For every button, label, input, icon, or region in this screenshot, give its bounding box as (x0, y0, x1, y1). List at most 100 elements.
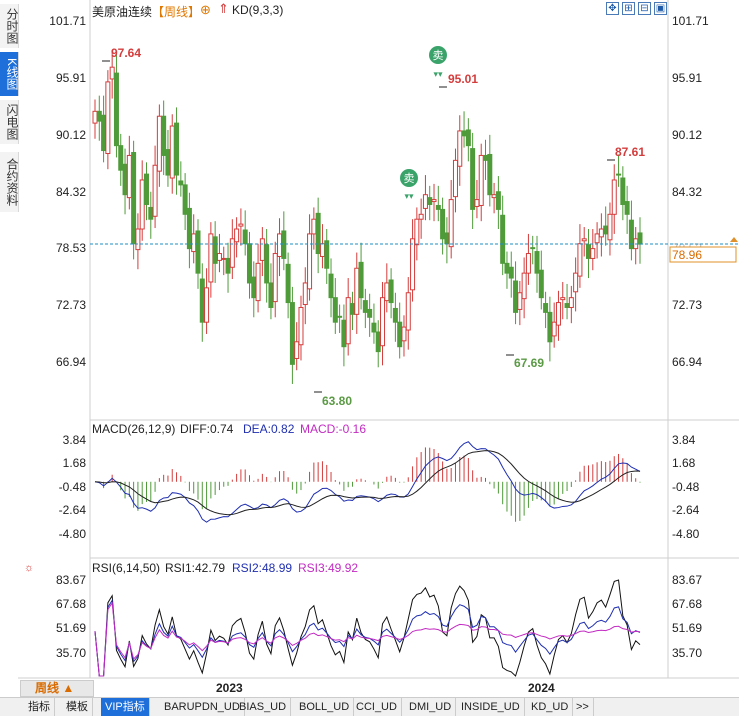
last-price-label: 78.96 (672, 248, 702, 262)
tab-inside[interactable]: INSIDE_UD (457, 698, 525, 716)
candle-body (122, 163, 128, 196)
candle-body (594, 233, 600, 244)
candle-body (551, 321, 557, 337)
candle-body (238, 223, 244, 227)
candle-body (586, 244, 592, 259)
candle-body (513, 280, 519, 313)
tab-vip-indicators[interactable]: VIP指标 (101, 698, 150, 716)
candle-body (375, 331, 381, 353)
period-tag[interactable]: 【周线】 (152, 5, 201, 19)
tab-barupdn[interactable]: BARUPDN_UD (160, 698, 245, 716)
candle-body (204, 287, 210, 323)
candle-body (174, 122, 180, 176)
candle-body (478, 154, 484, 206)
candle-body (268, 282, 274, 308)
candle-body (277, 233, 283, 257)
tab-indicators[interactable]: 指标 (24, 698, 55, 716)
tab-flash[interactable]: 闪电图 (0, 100, 19, 144)
rsi-y-axis: 83.67 67.68 51.69 35.70 83.67 67.68 51.6… (56, 573, 702, 660)
candle-body (148, 206, 154, 220)
candle-body (491, 194, 497, 199)
candle-body (208, 233, 214, 283)
candle-body (427, 197, 433, 205)
candle-body (628, 219, 634, 250)
macd-title: MACD(26,12,9) (92, 422, 175, 436)
candle-body (165, 149, 171, 176)
rsi-tick-left: 51.69 (56, 621, 86, 635)
fullscreen-icon[interactable]: ✥ (606, 2, 619, 15)
candle-body (229, 238, 235, 268)
candle-body (624, 201, 630, 215)
candle-body (410, 238, 416, 291)
tab-contract-info[interactable]: 合约资料 (0, 152, 19, 212)
macd-tick-left: 1.68 (63, 456, 87, 470)
candle-body (349, 303, 355, 315)
macd-tick-left: 3.84 (63, 433, 87, 447)
tab-cci[interactable]: CCI_UD (352, 698, 402, 716)
candle-body (547, 311, 553, 343)
candle-body (577, 243, 583, 277)
macd-tick-left: -0.48 (59, 480, 87, 494)
tab-dmi[interactable]: DMI_UD (405, 698, 457, 716)
tab-boll[interactable]: BOLL_UD (295, 698, 355, 716)
candle-body (414, 218, 420, 246)
candle-body (362, 300, 368, 313)
candle-body (332, 297, 338, 323)
candle-body (534, 251, 540, 274)
macd-tick-right: -2.64 (672, 503, 700, 517)
settings-icon[interactable]: ▣ (654, 2, 667, 15)
candle-body (109, 66, 115, 80)
y-tick-right: 95.91 (672, 71, 702, 85)
candle-body (616, 173, 622, 176)
candle-body (178, 180, 184, 186)
rsi-tick-right: 51.69 (672, 621, 702, 635)
rsi-tick-left: 35.70 (56, 646, 86, 660)
period-button-label: 周线 (35, 681, 60, 695)
tab-bias[interactable]: BIAS_UD (235, 698, 292, 716)
zoom-out-icon[interactable]: ⊟ (638, 2, 651, 15)
candle-body (324, 240, 330, 269)
candle-body (517, 292, 523, 310)
macd-histogram (98, 447, 641, 522)
candle-body (568, 297, 574, 308)
zoom-in-icon[interactable]: ⊞ (622, 2, 635, 15)
candle-body (96, 110, 102, 122)
add-icon[interactable]: ⊕ (200, 2, 211, 17)
candle-body (135, 228, 141, 251)
candle-body (431, 199, 437, 203)
sell-signal[interactable]: 卖 ▾▾ (429, 46, 447, 79)
y-tick-left: 72.73 (56, 298, 86, 312)
candle-body (560, 297, 566, 301)
candle-body (452, 159, 458, 198)
tab-kd[interactable]: KD_UD (527, 698, 574, 716)
candle-body (161, 115, 167, 156)
y-tick-left: 66.94 (56, 355, 86, 369)
candle-body (384, 282, 390, 302)
candle-body (191, 233, 197, 253)
rsi-header: ☼ RSI(6,14,50) RSI1:42.79 RSI2:48.99 RSI… (24, 561, 358, 575)
macd-dea: DEA:0.82 (243, 422, 295, 436)
candle-body (255, 262, 261, 302)
period-button[interactable]: 周线 ▲ (20, 680, 94, 697)
rsi2-value: RSI2:48.99 (232, 561, 292, 575)
candle-body (225, 257, 231, 274)
candle-body (315, 212, 321, 255)
tab-kline[interactable]: K线图 (0, 52, 19, 96)
y-tick-right: 84.32 (672, 185, 702, 199)
sell-signal[interactable]: 卖 ▾▾ (400, 169, 418, 201)
macd-tick-right: -0.48 (672, 480, 700, 494)
tab-templates[interactable]: 模板 (62, 698, 93, 716)
rsi-tick-left: 67.68 (56, 597, 86, 611)
candle-body (418, 213, 424, 220)
last-price-box (669, 246, 737, 263)
candle-body (603, 225, 609, 235)
tab-timeshare[interactable]: 分时图 (0, 4, 19, 48)
macd-y-axis: 3.84 1.68 -0.48 -2.64 -4.80 3.84 1.68 -0… (59, 433, 700, 541)
tab-more[interactable]: >> (572, 698, 594, 716)
up-arrow-icon[interactable]: ⇑ (218, 1, 229, 16)
candle-body (500, 214, 506, 264)
candle-body (302, 282, 308, 306)
macd-dea-line (94, 450, 641, 516)
candle-body (465, 129, 471, 147)
